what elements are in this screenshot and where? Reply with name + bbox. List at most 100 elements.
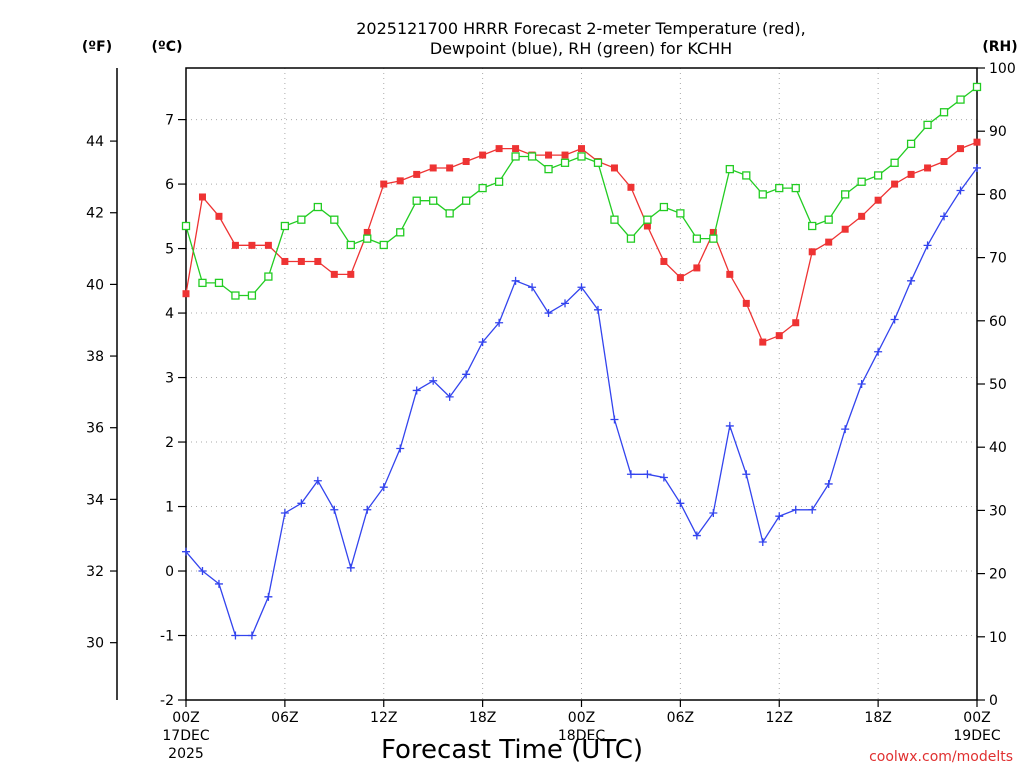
- rh-point: [577, 152, 586, 161]
- rh-point: [461, 196, 471, 205]
- dewpoint-point: [808, 505, 817, 514]
- temperature-point: [330, 270, 338, 278]
- axis-labels: -2-1012345673032343638404244010203040506…: [86, 61, 1016, 762]
- rh-point: [709, 234, 718, 243]
- rh-point: [313, 202, 322, 212]
- dewpoint-point: [659, 473, 668, 482]
- dewpoint-point: [412, 386, 421, 395]
- rh-point: [824, 215, 833, 224]
- fahrenheit-tick-label: 40: [86, 277, 104, 293]
- dewpoint-point: [725, 421, 734, 430]
- dewpoint-point: [742, 470, 751, 479]
- dewpoint-point: [643, 470, 652, 479]
- rh-point: [906, 139, 916, 148]
- temperature-point: [380, 180, 388, 188]
- rh-point: [725, 164, 734, 174]
- dewpoint-point: [528, 283, 537, 292]
- dewpoint-point: [363, 505, 372, 514]
- fahrenheit-unit-label: (ºF): [82, 39, 112, 55]
- chart-title-line1: 2025121700 HRRR Forecast 2-meter Tempera…: [356, 19, 806, 38]
- x-axis-label: Forecast Time (UTC): [381, 735, 643, 765]
- x-tick-label: 00Z: [172, 710, 199, 726]
- temperature-point: [742, 299, 750, 307]
- temperature-point: [561, 151, 569, 159]
- rh-point: [478, 183, 487, 193]
- rh-unit-label: (RH): [982, 39, 1017, 55]
- x-tick-label: 19DEC: [953, 728, 1000, 744]
- temperature-point: [429, 164, 437, 172]
- x-tick-label: 12Z: [766, 710, 793, 726]
- x-tick-label: 18DEC: [558, 728, 605, 744]
- temperature-point: [462, 158, 470, 166]
- celsius-tick-label: 7: [165, 113, 174, 129]
- temperature-point: [231, 241, 239, 249]
- rh-point: [939, 108, 949, 117]
- temperature-point: [297, 257, 305, 265]
- celsius-tick-label: 1: [165, 500, 174, 516]
- rh-point: [346, 240, 355, 250]
- temperature-point: [512, 145, 520, 153]
- temperature-point: [874, 196, 882, 204]
- temperature-point: [215, 212, 223, 220]
- rh-point: [659, 202, 669, 212]
- dewpoint-point: [379, 483, 388, 492]
- dewpoint-point: [346, 563, 355, 572]
- rh-point: [412, 196, 421, 205]
- temperature-point: [446, 164, 454, 172]
- rh-point: [429, 196, 438, 205]
- fahrenheit-tick-label: 32: [86, 564, 104, 580]
- dewpoint-point: [182, 547, 190, 556]
- dewpoint-point: [297, 499, 306, 508]
- temperature-point: [281, 257, 289, 265]
- rh-point: [742, 171, 751, 180]
- rh-point: [610, 215, 619, 224]
- x-tick-label: 12Z: [370, 710, 397, 726]
- temperature-point: [676, 274, 684, 282]
- rh-tick-label: 90: [989, 124, 1007, 140]
- dewpoint-point: [280, 508, 289, 517]
- rh-point: [890, 158, 899, 167]
- rh-point: [280, 221, 290, 231]
- temperature-point: [924, 164, 932, 172]
- celsius-tick-label: 6: [165, 177, 174, 193]
- dewpoint-point: [577, 283, 586, 292]
- rh-point: [264, 272, 273, 281]
- fahrenheit-tick-label: 38: [86, 349, 104, 365]
- rh-point: [775, 183, 784, 193]
- rh-point: [363, 234, 372, 243]
- rh-point: [626, 234, 636, 243]
- dewpoint-point: [857, 380, 866, 388]
- temperature-point: [264, 241, 272, 249]
- dewpoint-point: [610, 415, 619, 424]
- rh-point: [923, 120, 932, 130]
- credit-text: coolwx.com/modelts: [869, 749, 1013, 765]
- dewpoint-point: [511, 276, 520, 285]
- temperature-point: [957, 145, 965, 153]
- temperature-point: [314, 257, 322, 265]
- temperature-point: [973, 138, 981, 146]
- dewpoint-point: [214, 579, 223, 588]
- x-tick-label: 18Z: [469, 710, 496, 726]
- temperature-point: [627, 183, 635, 191]
- rh-point: [956, 95, 965, 104]
- fahrenheit-tick-label: 30: [86, 636, 104, 652]
- celsius-unit-label: (ºC): [152, 39, 183, 55]
- temperature-point: [578, 145, 585, 153]
- dewpoint-point: [593, 305, 602, 314]
- rh-point: [297, 215, 306, 224]
- temperature-point: [759, 338, 767, 346]
- rh-point: [841, 190, 850, 199]
- celsius-tick-label: 0: [165, 564, 174, 580]
- dewpoint-point: [824, 479, 833, 488]
- series-layer: [181, 82, 982, 640]
- dewpoint-point: [890, 315, 899, 324]
- rh-point: [511, 152, 520, 161]
- celsius-tick-label: 5: [165, 242, 174, 258]
- dewpoint-point: [874, 347, 883, 356]
- dewpoint-point: [626, 470, 635, 479]
- rh-tick-label: 50: [989, 377, 1007, 393]
- rh-point: [330, 215, 339, 224]
- dewpoint-point: [495, 318, 504, 327]
- rh-point: [198, 278, 207, 288]
